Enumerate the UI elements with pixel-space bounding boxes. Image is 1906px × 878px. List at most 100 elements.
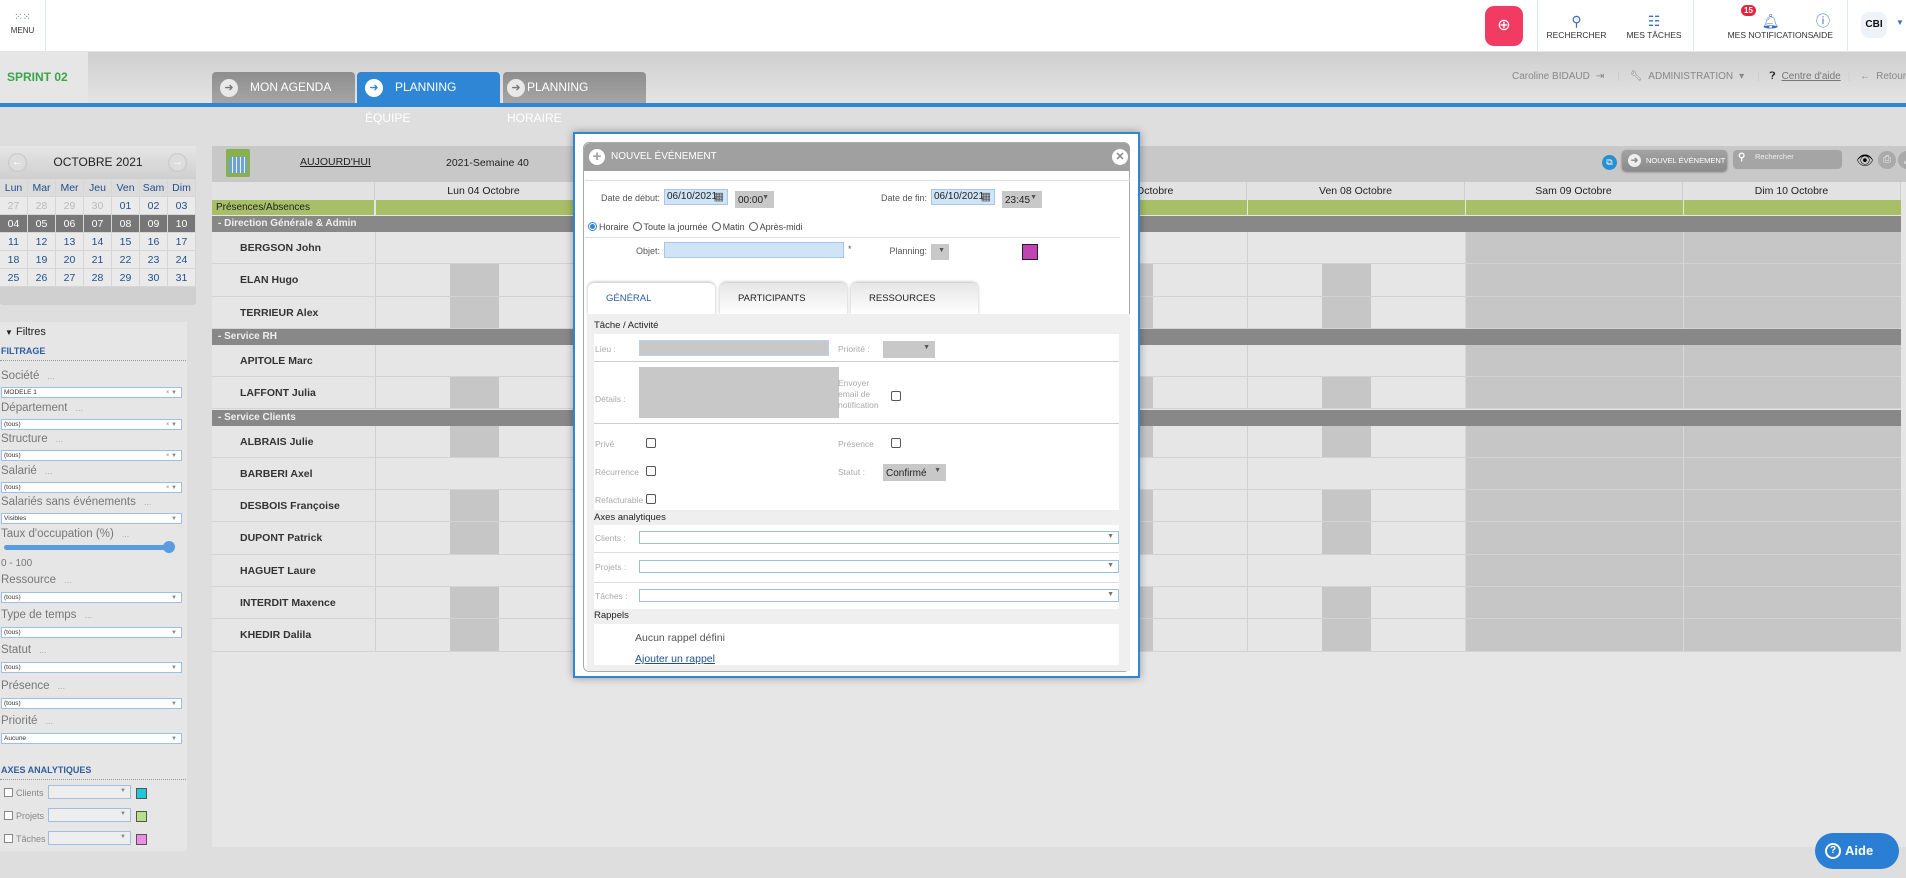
end-time-select[interactable]: 23:45 ▼ [1002,191,1042,208]
start-time-select[interactable]: 00:00 ▼ [735,191,774,208]
calendar-day[interactable]: 14 [84,233,112,251]
day-cell[interactable] [1247,425,1465,458]
day-cell[interactable] [1683,425,1901,458]
day-cell[interactable] [1465,425,1683,458]
help-button[interactable]: ⓘ AIDE [1798,0,1848,52]
person-name[interactable]: ALBRAIS Julie [212,426,375,458]
administration-menu[interactable]: ADMINISTRATION [1648,71,1734,82]
calendar-day[interactable]: 13 [56,233,84,251]
planning-color-swatch[interactable] [1022,244,1038,260]
radio-button[interactable] [588,222,597,231]
axis-select[interactable]: ▼ [48,808,131,822]
calendar-day[interactable]: 30 [140,269,168,287]
planning-search-input[interactable]: ⚲ Rechercher [1733,150,1842,169]
radio-2[interactable]: Matin [708,222,745,232]
calendar-day[interactable]: 31 [168,269,196,287]
calendar-day[interactable]: 20 [56,251,84,269]
day-cell[interactable] [1247,264,1465,297]
person-name[interactable]: TERRIEUR Alex [212,297,375,329]
filter-select[interactable]: Visibles ▼ [1,513,182,524]
filter-select[interactable]: (tous) × ▼ [1,419,182,430]
calendar-day[interactable]: 11 [0,233,28,251]
day-cell[interactable] [1465,296,1683,329]
day-cell[interactable] [1247,619,1465,652]
radio-button[interactable] [711,222,721,231]
notifications-button[interactable]: 🔔︎ MES NOTIFICATIONS [1693,0,1847,52]
caret-down-icon[interactable]: ▼ [171,701,177,707]
tasks-select[interactable]: ▼ [639,589,1119,602]
day-cell[interactable] [1683,619,1901,652]
presence-cell[interactable] [1247,200,1465,216]
clear-caret-icon[interactable]: × ▼ [165,422,177,428]
billable-checkbox[interactable] [646,494,656,504]
day-cell[interactable] [1465,232,1683,265]
copy-icon[interactable]: ⧉ [1602,155,1617,170]
calendar-day[interactable]: 15 [112,233,140,251]
day-cell[interactable] [1465,377,1683,410]
calendar-day[interactable]: 01 [112,197,140,215]
tab-participants[interactable]: PARTICIPANTS [720,283,847,315]
filter-select[interactable]: (tous) ▼ [1,698,182,709]
calendar-day[interactable]: 17 [168,233,196,251]
tab-mon-agenda[interactable]: ➜ MON AGENDA [212,72,355,103]
avatar[interactable]: CBI [1861,12,1887,38]
radio-button[interactable] [632,222,642,231]
tab-planning-horaire[interactable]: ➜ PLANNING HORAIRE [503,72,646,125]
caret-down-icon[interactable]: ▼ [171,665,177,671]
axis-select[interactable]: ▼ [48,831,131,845]
more-button[interactable]: ... [143,497,152,507]
day-cell[interactable] [1247,344,1465,378]
clients-select[interactable]: ▼ [639,531,1119,544]
chevron-down-icon[interactable]: ▼ [1896,18,1904,27]
day-cell[interactable] [1247,490,1465,523]
occupation-slider-track[interactable] [4,545,172,550]
person-name[interactable]: BARBERI Axel [212,458,375,491]
calendar-day[interactable]: 07 [84,215,112,233]
day-cell[interactable] [375,296,593,329]
day-cell[interactable] [1465,619,1683,652]
print-icon[interactable]: ⎙ [1878,151,1896,169]
caret-down-icon[interactable]: ▼ [171,516,177,522]
caret-down-icon[interactable]: ▼ [171,630,177,636]
details-textarea[interactable] [639,367,839,418]
person-name[interactable]: DESBOIS Françoise [212,490,375,523]
filter-select[interactable]: (tous) ▼ [1,627,182,638]
filter-select[interactable]: MODELE 1 × ▼ [1,387,182,398]
calendar-icon[interactable]: ▦ [713,191,724,203]
day-cell[interactable] [375,377,593,410]
day-cell[interactable] [375,344,593,378]
calendar-day[interactable]: 29 [56,197,84,215]
recurrence-checkbox[interactable] [646,466,656,476]
filter-select[interactable]: (tous) × ▼ [1,450,182,461]
calendar-day[interactable]: 26 [28,269,56,287]
presence-cell[interactable] [1465,200,1683,216]
filter-select[interactable]: (tous) ▼ [1,592,182,603]
day-cell[interactable] [1247,377,1465,410]
more-button[interactable]: ... [121,529,130,539]
caret-down-icon[interactable]: ▼ [171,595,177,601]
calendar-day[interactable]: 05 [28,215,56,233]
presence-cell[interactable] [375,200,593,216]
day-cell[interactable] [1247,232,1465,265]
calendar-day[interactable]: 19 [28,251,56,269]
search-button[interactable]: ⚲ RECHERCHER [1537,0,1615,52]
day-cell[interactable] [1247,554,1465,587]
person-name[interactable]: BERGSON John [212,232,375,265]
day-cell[interactable] [1683,264,1901,297]
calendar-day[interactable]: 03 [168,197,196,215]
day-cell[interactable] [1465,490,1683,523]
eye-icon[interactable]: 👁︎ [1856,152,1874,168]
presence-checkbox[interactable] [891,438,901,448]
caret-down-icon[interactable]: ▼ [171,736,177,742]
radio-button[interactable] [748,222,758,231]
day-cell[interactable] [375,232,593,265]
calendar-icon[interactable] [226,149,250,177]
person-name[interactable]: DUPONT Patrick [212,522,375,555]
calendar-day[interactable]: 24 [168,251,196,269]
more-button[interactable]: ... [75,403,83,413]
clear-caret-icon[interactable]: × ▼ [165,485,177,491]
day-cell[interactable] [375,554,593,587]
day-cell[interactable] [375,587,593,620]
calendar-day[interactable]: 21 [84,251,112,269]
day-cell[interactable] [1465,264,1683,297]
